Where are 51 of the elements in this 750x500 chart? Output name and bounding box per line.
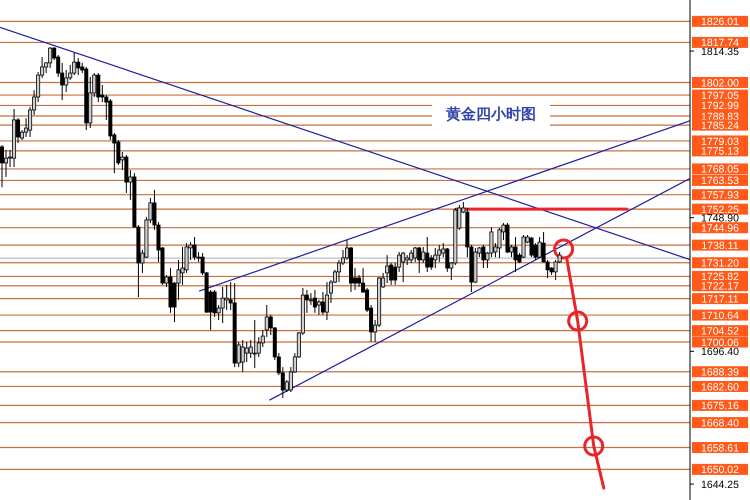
ref-line-label: 1722.17 xyxy=(701,280,740,293)
ref-label: 1775.13 xyxy=(692,145,748,158)
ref-line-label: 1826.01 xyxy=(701,16,740,28)
ref-line-label: 1658.61 xyxy=(701,442,740,454)
ref-line-label: 1757.93 xyxy=(701,189,740,202)
ref-label: 1717.11 xyxy=(692,293,748,306)
ref-line-label: 1682.60 xyxy=(701,381,740,394)
ref-label: 1763.53 xyxy=(692,174,748,188)
ref-line-label: 1802.00 xyxy=(701,77,740,90)
ref-label: 1757.93 xyxy=(692,189,748,202)
ref-line-label: 1738.11 xyxy=(701,240,739,252)
ref-label: 1700.06 xyxy=(692,336,748,349)
ref-line-label: 1668.40 xyxy=(701,417,740,430)
ref-line-label: 1779.03 xyxy=(701,136,740,148)
ref-line-label: 1775.13 xyxy=(701,146,740,158)
ref-label: 1650.02 xyxy=(692,464,748,476)
ref-label: 1802.00 xyxy=(692,76,748,90)
ref-label: 1826.01 xyxy=(692,16,748,28)
ref-label: 1725.82 xyxy=(692,270,748,284)
ref-line-label: 1710.64 xyxy=(701,310,740,322)
ref-label: 1738.11 xyxy=(692,240,748,252)
ref-label: 1731.20 xyxy=(692,257,748,270)
title: 黄金四小时图 xyxy=(432,102,550,126)
ref-label: 1675.16 xyxy=(692,400,748,412)
ref-line-label: 1744.96 xyxy=(701,222,740,234)
ref-label: 1797.05 xyxy=(692,90,748,102)
ref-label: 1779.03 xyxy=(692,135,748,148)
ref-label: 1744.96 xyxy=(692,222,748,234)
ref-line-label: 1704.52 xyxy=(701,325,740,338)
ref-label: 1682.60 xyxy=(692,380,748,394)
ref-line-label: 1717.11 xyxy=(701,293,739,306)
y-tick-label: 1696.40 xyxy=(701,346,740,358)
ref-line-label: 1731.20 xyxy=(701,258,740,270)
ref-label: 1668.40 xyxy=(692,417,748,430)
ref-line-label: 1675.16 xyxy=(701,400,740,412)
ref-line-label: 1792.99 xyxy=(701,100,740,112)
ref-label: 1704.52 xyxy=(692,325,748,338)
ref-label: 1722.17 xyxy=(692,280,748,293)
ref-label: 1688.39 xyxy=(692,366,748,379)
ref-line-label: 1768.05 xyxy=(701,164,740,176)
ref-line-label: 1763.53 xyxy=(701,175,740,188)
y-tick-label: 1644.25 xyxy=(701,478,740,491)
ref-line-label: 1688.39 xyxy=(701,366,740,379)
ref-label: 1785.24 xyxy=(692,120,748,132)
ref-label: 1658.61 xyxy=(692,442,748,454)
ref-label: 1710.64 xyxy=(692,310,748,322)
ref-line-label: 1650.02 xyxy=(701,464,740,476)
ref-line-label: 1700.06 xyxy=(701,336,740,349)
ref-label: 1768.05 xyxy=(692,163,748,176)
ref-line-label: 1797.05 xyxy=(701,90,740,102)
ref-label: 1792.99 xyxy=(692,100,748,112)
